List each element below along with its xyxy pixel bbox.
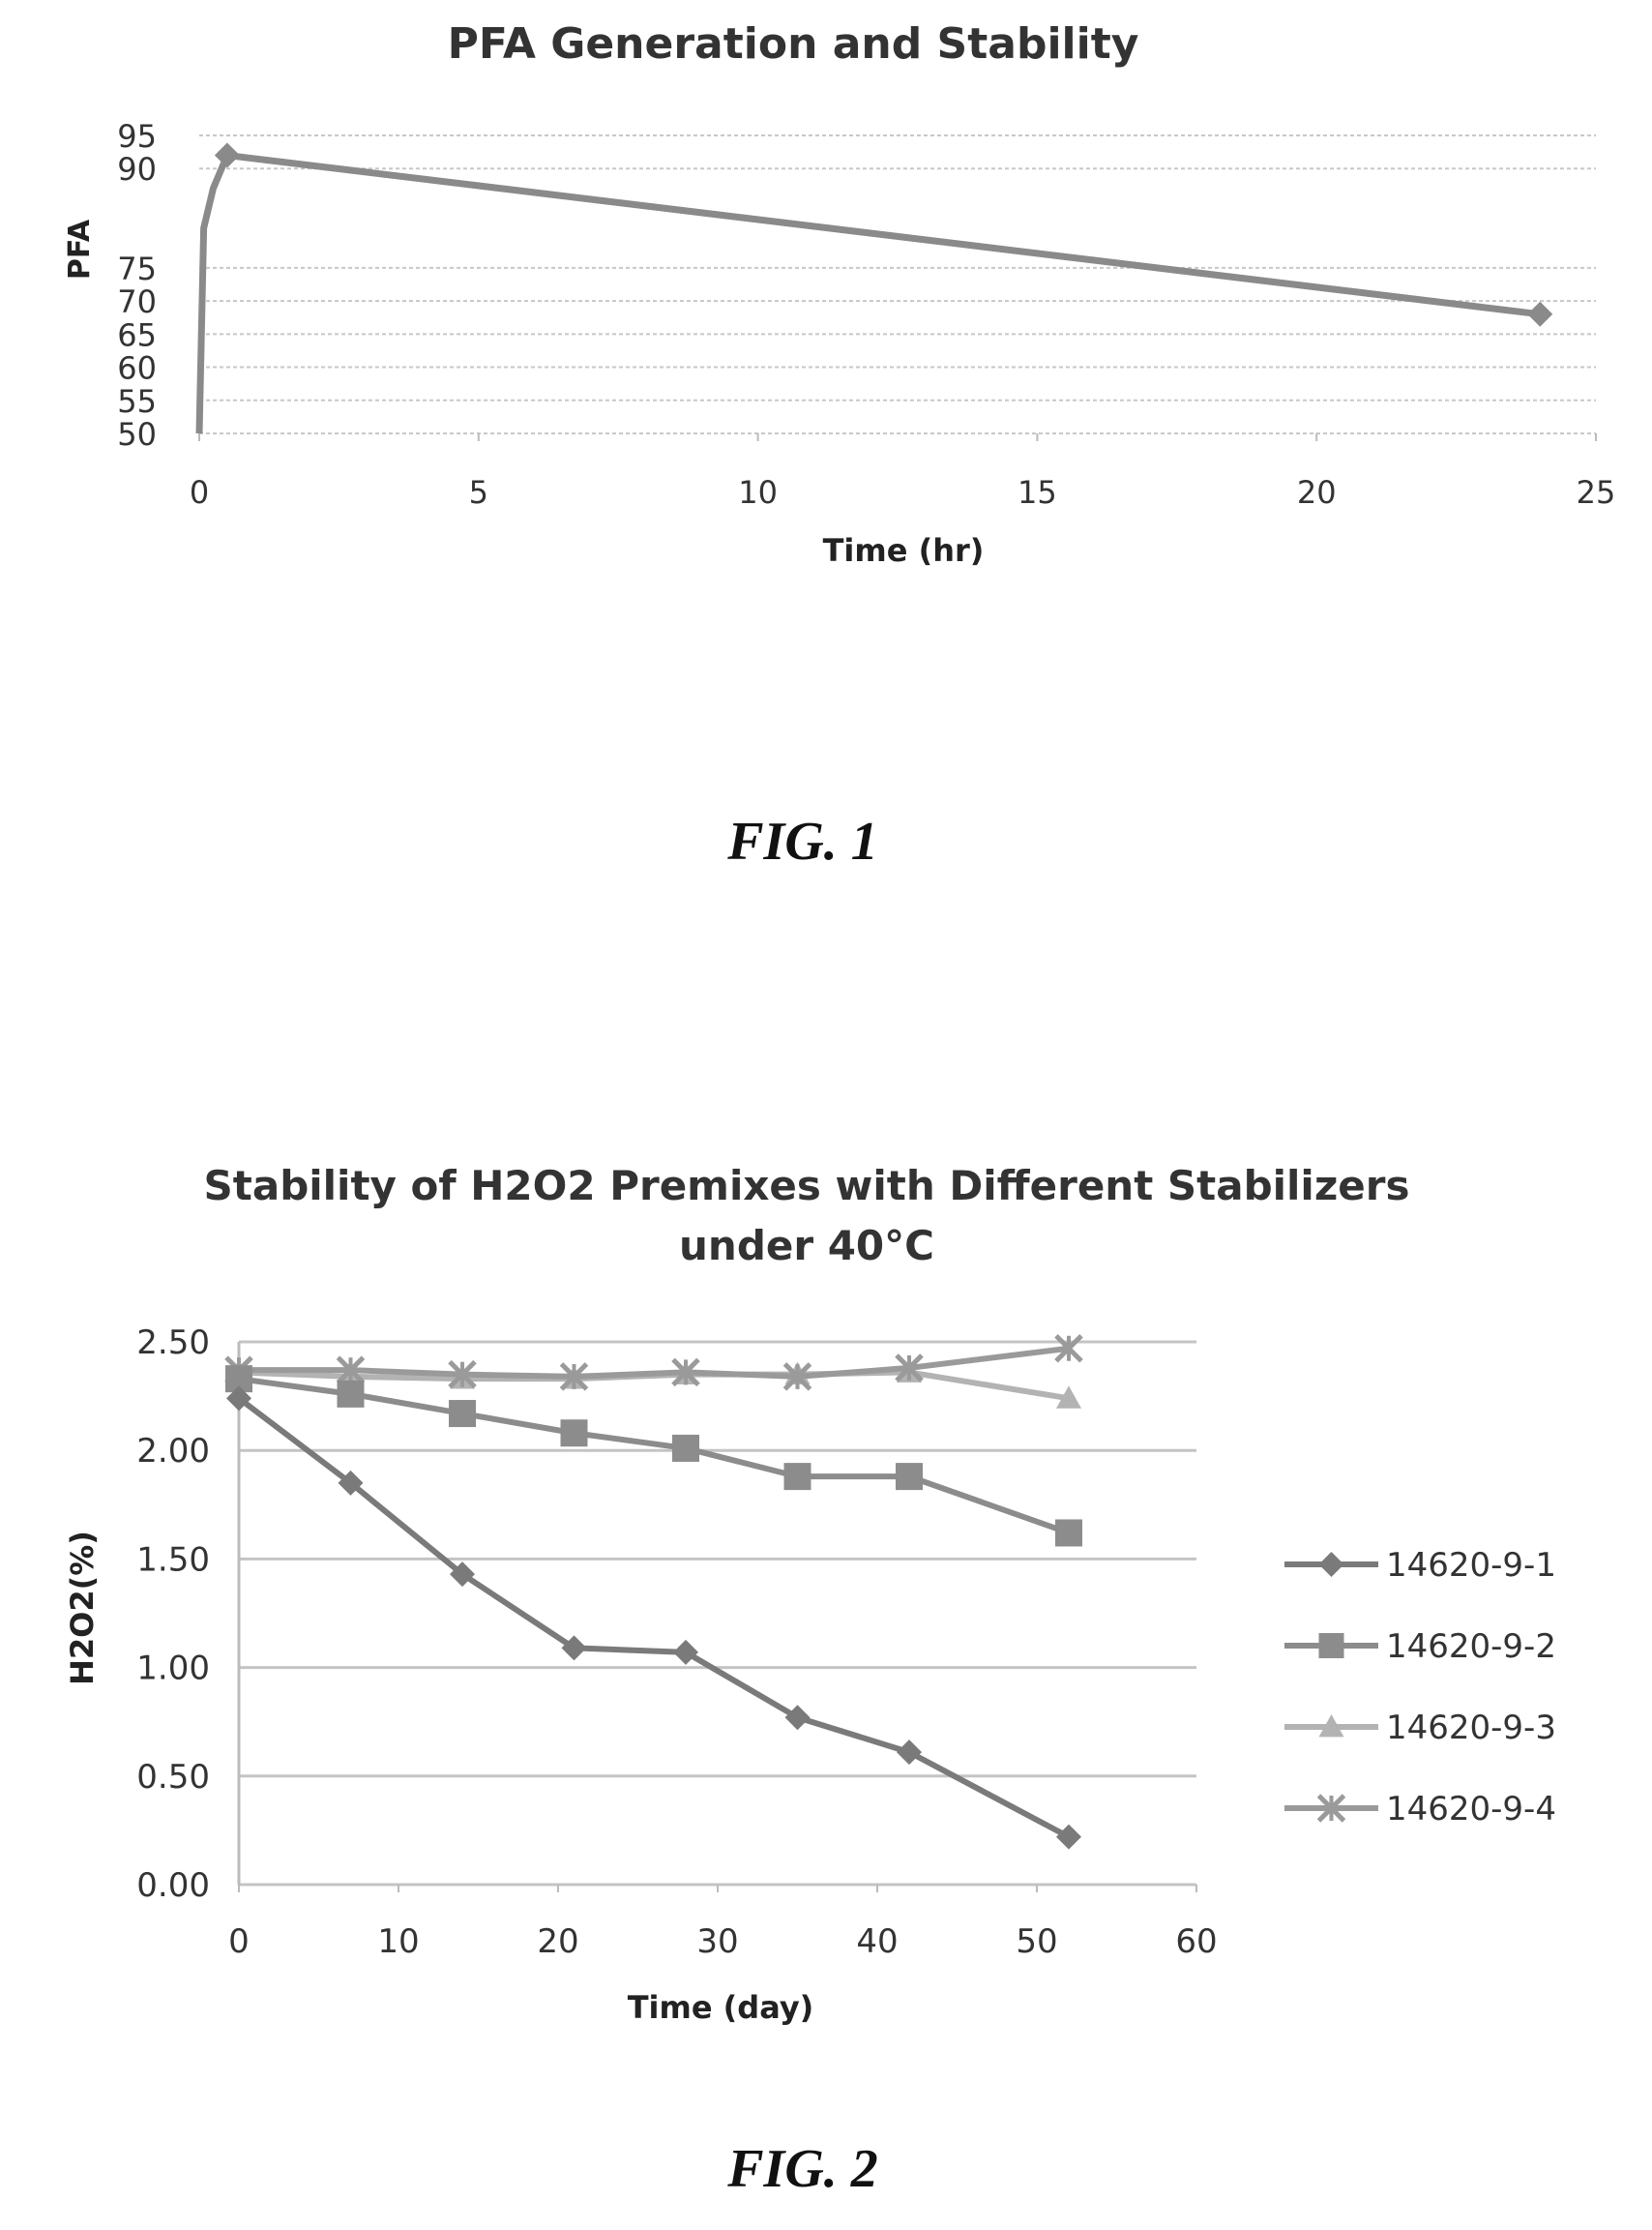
chart-h2o2-stability: Stability of H2O2 Premixes with Differen…: [64, 1162, 1556, 2026]
chart1-title: PFA Generation and Stability: [448, 19, 1139, 69]
chart2-data-point: [449, 1400, 476, 1427]
chart1-y-tick-label: 50: [117, 416, 157, 453]
chart2-series-line: [239, 1398, 1069, 1836]
chart2-x-tick-label: 20: [537, 1922, 578, 1961]
chart2-legend-item: 14620-9-1: [1284, 1546, 1556, 1585]
chart1-series: [199, 143, 1552, 433]
chart2-x-tick-label: 50: [1016, 1922, 1057, 1961]
chart2-data-point: [784, 1463, 811, 1490]
chart2-y-tick-label: 0.50: [136, 1758, 210, 1797]
legend-label: 14620-9-1: [1386, 1546, 1556, 1585]
chart1-x-tick-label: 25: [1577, 474, 1616, 511]
chart2-series-line: [239, 1349, 1069, 1377]
chart2-y-tick-label: 1.50: [136, 1540, 210, 1579]
chart1-x-tick-label: 0: [190, 474, 209, 511]
legend-label: 14620-9-2: [1386, 1627, 1556, 1666]
legend-label: 14620-9-4: [1386, 1790, 1556, 1829]
chart2-data-point: [673, 1640, 698, 1665]
chart1-y-tick-label: 95: [117, 118, 157, 155]
figure-2-caption: FIG. 2: [726, 2139, 878, 2199]
chart2-x-tick-label: 40: [856, 1922, 898, 1961]
chart2-x-tick-label: 10: [377, 1922, 419, 1961]
chart1-x-tick-label: 10: [738, 474, 778, 511]
chart1-y-tick-label: 75: [117, 251, 157, 287]
chart2-y-tick-labels: 0.00 0.50 1.00 1.50 2.00 2.50: [136, 1323, 210, 1905]
chart1-y-axis-label: PFA: [63, 219, 97, 280]
chart2-legend-item: 14620-9-2: [1284, 1627, 1556, 1666]
chart2-x-tick-label: 60: [1175, 1922, 1217, 1961]
chart2-legend-item: 14620-9-3: [1284, 1709, 1556, 1747]
chart2-data-point: [1055, 1519, 1082, 1546]
chart2-data-point: [1056, 1825, 1081, 1850]
chart2-data-point: [672, 1435, 699, 1462]
chart2-data-point: [561, 1419, 588, 1446]
chart2-legend-item: 14620-9-4: [1284, 1790, 1556, 1829]
chart1-y-tick-label: 60: [117, 350, 157, 387]
chart2-series-14620-9-1: [226, 1385, 1081, 1849]
chart1-x-tick-label: 5: [469, 474, 488, 511]
chart2-data-point: [897, 1739, 922, 1765]
chart-pfa-generation: PFA Generation and Stability 50556065707…: [63, 19, 1615, 569]
legend-label: 14620-9-3: [1386, 1709, 1556, 1747]
chart2-y-tick-label: 1.00: [136, 1650, 210, 1688]
chart2-data-point: [338, 1381, 365, 1408]
chart2-y-tick-label: 2.50: [136, 1323, 210, 1362]
chart2-gridlines: [239, 1342, 1196, 1885]
chart1-x-tick-labels: 0 5 10 15 20 25: [190, 433, 1616, 511]
chart1-x-axis-label: Time (hr): [823, 532, 985, 569]
chart2-x-axis-label: Time (day): [628, 1989, 814, 2026]
chart2-legend: 14620-9-1 14620-9-2 14620-9-3 14620-9-4: [1284, 1546, 1556, 1829]
chart1-y-tick-label: 55: [117, 383, 157, 420]
chart1-data-point: [215, 143, 240, 168]
chart2-y-tick-label: 0.00: [136, 1866, 210, 1905]
chart1-y-tick-label: 65: [117, 316, 157, 353]
chart2-series: [225, 1336, 1082, 1850]
chart2-title-line2: under 40°C: [679, 1222, 934, 1269]
chart1-y-tick-label: 90: [117, 151, 157, 188]
figure-1-caption: FIG. 1: [726, 812, 878, 872]
legend-marker: [1319, 1552, 1344, 1577]
chart2-y-tick-label: 2.00: [136, 1432, 210, 1471]
chart2-x-tick-label: 30: [696, 1922, 738, 1961]
chart2-x-tick-labels: 0 10 20 30 40 50 60: [228, 1885, 1217, 1961]
chart2-data-point: [896, 1463, 923, 1490]
chart2-x-tick-label: 0: [228, 1922, 250, 1961]
chart1-x-tick-label: 15: [1018, 474, 1057, 511]
chart1-x-tick-label: 20: [1297, 474, 1337, 511]
chart2-y-axis-label: H2O2(%): [64, 1531, 101, 1685]
chart2-data-point: [785, 1705, 811, 1730]
chart1-data-point: [1527, 302, 1552, 327]
legend-marker: [1319, 1633, 1344, 1658]
chart1-series-line: [199, 156, 1540, 433]
chart1-y-tick-label: 70: [117, 283, 157, 320]
chart2-series-14620-9-2: [225, 1365, 1082, 1546]
chart2-title-line1: Stability of H2O2 Premixes with Differen…: [204, 1162, 1410, 1209]
